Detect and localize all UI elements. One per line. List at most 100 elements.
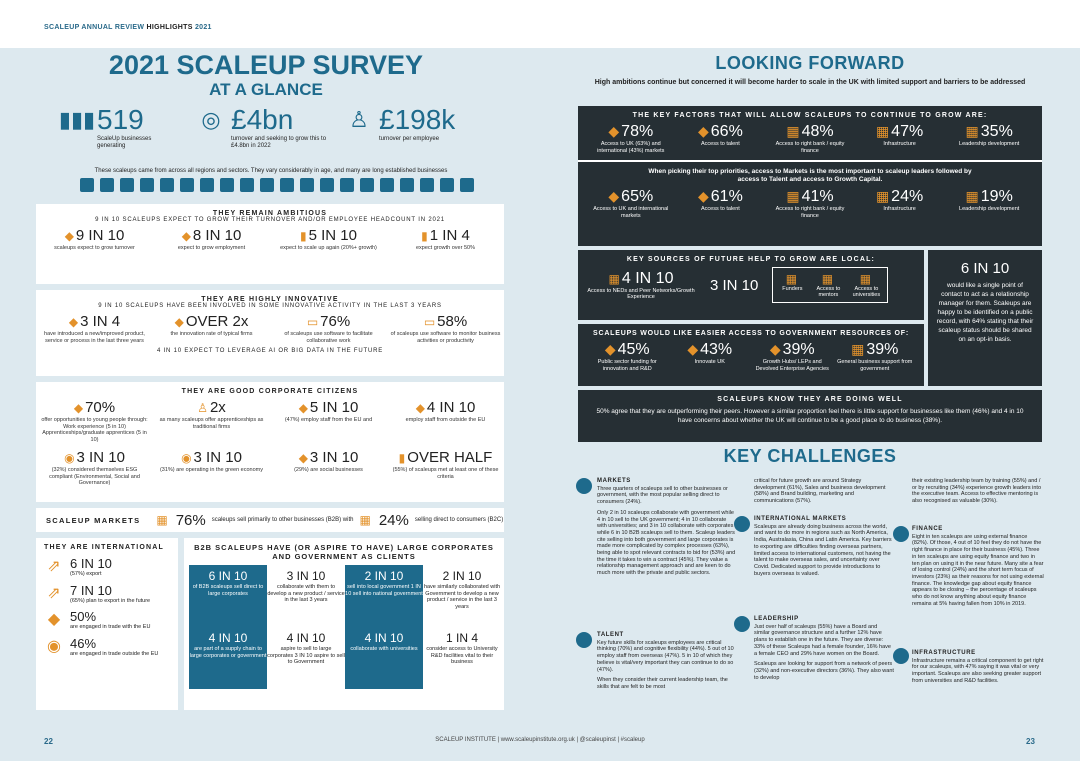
stat-per-employee: ♙ £198k turnover per employee (344, 106, 455, 143)
running-header: SCALEUP ANNUAL REVIEW HIGHLIGHTS 2021 (44, 24, 212, 31)
innovative-item: ▭ 76% of scaleups use software to facilita… (274, 313, 384, 344)
item-value: 35% (980, 123, 1013, 140)
gov-item: ▦ 39% General business support from govern… (835, 341, 915, 372)
item-desc: (31%) are operating in the green economy (159, 467, 264, 473)
network-icon: ▦ (608, 271, 620, 286)
item-desc: are engaged in trade with the EU (70, 624, 151, 630)
globe-icon: ◉ (47, 637, 61, 655)
looking-forward-title: LOOKING FORWARD (715, 53, 905, 73)
talent-icon (576, 632, 592, 648)
ambitious-item: ▮ 5 IN 10 expect to scale up again (20%+ g… (274, 227, 384, 252)
page-number-left: 22 (44, 737, 53, 746)
factor-item: ▦ 48% Access to right bank / equity financ… (770, 123, 850, 154)
support-icon: ▦ (851, 341, 865, 357)
item-value: 1 IN 4 (445, 631, 478, 645)
future-help-panel: KEY SOURCES OF FUTURE HELP TO GROW ARE L… (578, 250, 924, 320)
sector-icon (420, 178, 434, 192)
item-value: 7 IN 10 (70, 582, 112, 598)
item-value: 5 IN 10 (309, 399, 359, 416)
stat-value: £198k (379, 104, 456, 135)
mentors-icon: ▦ (821, 272, 834, 286)
b2b-cell: 2 IN 10 sell into local government 1 IN 1… (345, 565, 423, 627)
sector-icon (380, 178, 394, 192)
item-value: 4 IN 10 (286, 631, 326, 645)
markets-bar: SCALEUP MARKETS ▦ 76% scaleups sell prim… (36, 508, 504, 532)
section-text: Scaleups are already doing business acro… (754, 523, 892, 577)
money-icon: ◎ (201, 107, 221, 132)
chart-icon: ▮ (421, 229, 428, 243)
graduate-icon: ◆ (73, 401, 84, 415)
citizens-item: ◆ 5 IN 10 (47%) employ staff from the EU a… (274, 399, 384, 443)
page-number-right: 23 (1026, 737, 1035, 746)
markets-label: SCALEUP MARKETS (46, 515, 141, 525)
b2b-cell: 6 IN 10 of B2B scaleups sell direct to la… (189, 565, 267, 627)
item-value: 39% (866, 341, 899, 358)
sector-icon (460, 178, 474, 192)
b2c-icon: ▦ (359, 513, 371, 527)
item-value: 2x (209, 399, 226, 416)
sector-icon (300, 178, 314, 192)
citizens-panel: THEY ARE GOOD CORPORATE CITIZENS ◆ 70% off… (36, 382, 504, 502)
item-desc: Infrastructure (883, 206, 916, 212)
top-bar (0, 0, 1080, 48)
item-desc: Infrastructure (883, 141, 916, 147)
ambitious-panel: THEY REMAIN AMBITIOUS 9 IN 10 SCALEUPS E… (36, 204, 504, 284)
panel-title: THEY REMAIN AMBITIOUS (212, 210, 328, 217)
growth-hub-icon: ◆ (769, 341, 781, 357)
section-heading: FINANCE (912, 526, 943, 532)
talent-icon: ◆ (697, 188, 709, 204)
help-a: ▦ 4 IN 10 Access to NEDs and Peer Network… (586, 270, 696, 301)
sector-icon (220, 178, 234, 192)
item-value: 61% (710, 188, 743, 205)
document-icon: ▭ (306, 315, 319, 329)
key-factors-panel: THE KEY FACTORS THAT WILL ALLOW SCALEUPS… (578, 106, 1042, 246)
innovative-panel: THEY ARE HIGHLY INNOVATIVE 9 IN 10 SCALE… (36, 290, 504, 376)
sector-icon (260, 178, 274, 192)
item-desc: (57%) export (70, 571, 102, 577)
panel-title: KEY SOURCES OF FUTURE HELP TO GROW ARE L… (626, 256, 876, 263)
leadership-icon: ▦ (965, 123, 979, 139)
ambitious-item: ▮ 1 IN 4 expect growth over 50% (391, 227, 501, 252)
section-text: Just over half of scaleups (55%) have a … (754, 623, 891, 657)
item-value: 2 IN 10 (364, 569, 404, 583)
item-desc: Funders (782, 286, 803, 292)
item-desc: employ staff from outside the EU (405, 417, 486, 423)
government-panel: SCALEUPS WOULD LIKE EASIER ACCESS TO GOV… (578, 324, 924, 386)
item-desc: aspire to sell to large corporates 3 IN … (267, 646, 345, 665)
globe-icon: ◆ (415, 401, 425, 415)
social-icon: ◆ (298, 451, 308, 465)
panel-title: THEY ARE INTERNATIONAL (44, 544, 164, 551)
panel-title: THE KEY FACTORS THAT WILL ALLOW SCALEUPS… (632, 112, 988, 119)
stat-value: £4bn (231, 104, 294, 135)
b2b-cell: 4 IN 10 aspire to sell to large corporate… (267, 627, 345, 689)
sector-icon (140, 178, 154, 192)
header-prefix: SCALEUP ANNUAL REVIEW (44, 24, 145, 31)
sector-icon (200, 178, 214, 192)
section-text: Scaleups are looking for support from a … (754, 661, 894, 681)
handshake-icon: ◆ (68, 315, 79, 329)
item-value: 5 IN 10 (308, 227, 357, 244)
item-desc: the innovation rate of typical firms (170, 331, 253, 337)
section-text: Three quarters of scaleups sell to other… (597, 485, 728, 506)
chart-icon: ▮ (300, 229, 307, 243)
priority-item: ◆ 65% Access to UK and international marke… (591, 188, 671, 219)
item-desc: offer opportunities to young people thro… (41, 417, 148, 443)
factor-item: ▦ 47% Infrastructure (860, 123, 940, 154)
sector-icon (120, 178, 134, 192)
item-desc: scaleups expect to grow turnover (54, 245, 135, 251)
b2c-text: selling direct to consumers (B2C) (414, 517, 504, 523)
item-desc: of B2B scaleups sell direct to large cor… (192, 584, 264, 597)
item-desc: consider access to University R&D facili… (426, 646, 498, 665)
sector-icon (400, 178, 414, 192)
panel-title: SCALEUPS KNOW THEY ARE DOING WELL (717, 396, 903, 403)
sector-icon (100, 178, 114, 192)
b2b-pct: 76% (175, 511, 206, 529)
challenges-col-3b: FINANCE Eight in ten scaleups are using … (912, 526, 1044, 611)
citizens-item: ◆ 70% offer opportunities to young people … (40, 399, 150, 443)
growth-icon: ◆ (64, 229, 74, 243)
sectors-note: These scaleups came from across all regi… (94, 168, 448, 174)
export-icon: ⇗ (47, 584, 61, 602)
footer-text: SCALEUP INSTITUTE | www.scaleupinstitute… (435, 737, 645, 743)
item-value: 3 IN 10 (286, 569, 326, 583)
item-value: 65% (621, 188, 654, 205)
